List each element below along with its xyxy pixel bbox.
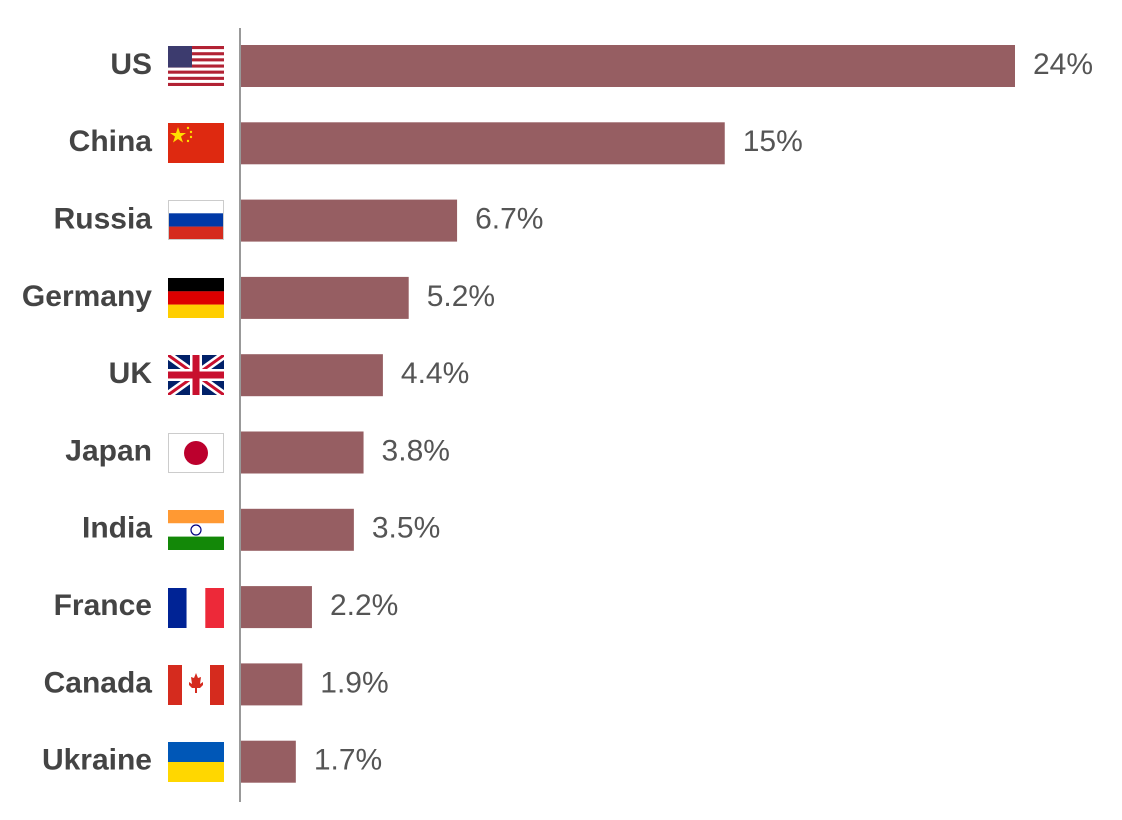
bar xyxy=(241,45,1015,87)
value-label: 5.2% xyxy=(427,280,495,313)
category-label: India xyxy=(82,512,152,545)
bar xyxy=(241,740,296,783)
flag xyxy=(168,433,224,473)
value-label: 1.7% xyxy=(314,744,382,777)
flag xyxy=(168,278,224,318)
bar xyxy=(241,431,364,474)
bar xyxy=(241,508,354,551)
flag xyxy=(168,46,224,86)
category-label: Germany xyxy=(22,280,152,313)
category-label: UK xyxy=(109,357,153,390)
flag xyxy=(168,665,224,705)
value-label: 3.8% xyxy=(382,434,450,467)
value-label: 24% xyxy=(1033,48,1093,81)
value-label: 2.2% xyxy=(330,589,398,622)
bar xyxy=(241,586,312,629)
category-label: Ukraine xyxy=(42,744,152,777)
flag xyxy=(168,742,224,782)
flag xyxy=(168,355,224,395)
category-label: Russia xyxy=(54,203,153,236)
category-label: US xyxy=(110,48,152,81)
bar xyxy=(241,122,725,165)
category-label: Canada xyxy=(44,666,153,699)
flag xyxy=(168,200,224,240)
value-label: 4.4% xyxy=(401,357,469,390)
bar xyxy=(241,276,409,319)
flag xyxy=(168,588,224,628)
value-label: 3.5% xyxy=(372,512,440,545)
flag xyxy=(168,510,224,550)
bar xyxy=(241,663,303,706)
category-label: Japan xyxy=(65,434,152,467)
bar xyxy=(241,354,383,397)
category-label: France xyxy=(54,589,152,622)
value-label: 1.9% xyxy=(320,666,388,699)
value-label: 15% xyxy=(743,125,803,158)
value-label: 6.7% xyxy=(475,203,543,236)
flag xyxy=(168,123,224,163)
bar xyxy=(241,199,458,242)
flags xyxy=(168,46,224,782)
category-label: China xyxy=(69,125,153,158)
